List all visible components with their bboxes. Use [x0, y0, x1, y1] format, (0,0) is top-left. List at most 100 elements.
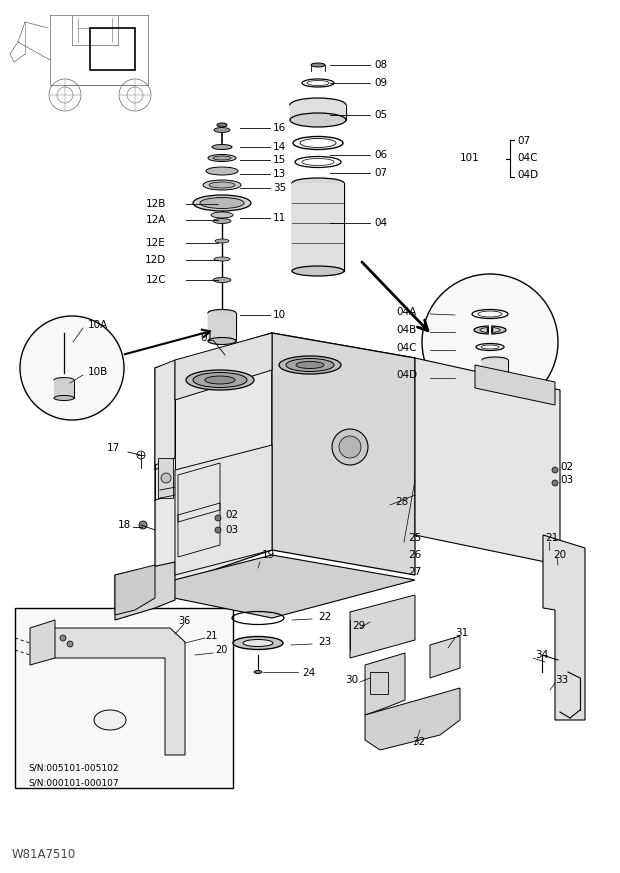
Polygon shape [350, 595, 415, 658]
Bar [292, 183, 344, 271]
Polygon shape [155, 333, 415, 393]
Text: 04C: 04C [517, 153, 538, 163]
Circle shape [552, 467, 558, 473]
Polygon shape [475, 365, 555, 405]
Circle shape [552, 480, 558, 486]
Ellipse shape [311, 63, 325, 67]
Ellipse shape [482, 402, 508, 408]
Ellipse shape [208, 310, 236, 317]
Text: 21: 21 [205, 631, 218, 641]
Text: 21: 21 [545, 533, 558, 543]
Text: W81A7510: W81A7510 [12, 849, 76, 862]
Ellipse shape [290, 113, 346, 127]
Text: 27: 27 [408, 567, 421, 577]
Text: 28: 28 [395, 497, 408, 507]
Text: 10B: 10B [88, 367, 108, 377]
Text: 20: 20 [215, 645, 228, 655]
Polygon shape [430, 636, 460, 678]
Ellipse shape [205, 376, 235, 384]
Ellipse shape [290, 98, 346, 112]
Text: 31: 31 [455, 628, 468, 638]
Text: 36: 36 [178, 616, 190, 626]
Text: 12D: 12D [144, 255, 166, 265]
Text: 09: 09 [374, 78, 387, 88]
Text: 12B: 12B [146, 199, 166, 209]
Ellipse shape [286, 359, 334, 372]
Text: 01: 01 [200, 333, 213, 343]
Ellipse shape [292, 266, 344, 276]
Text: 30: 30 [345, 675, 358, 685]
Ellipse shape [54, 395, 74, 401]
Ellipse shape [200, 197, 244, 209]
Text: 04C: 04C [396, 343, 417, 353]
Bar [370, 672, 388, 694]
Text: 02: 02 [560, 462, 573, 472]
Text: 07: 07 [517, 136, 530, 146]
Bar [482, 360, 508, 405]
Text: 33: 33 [555, 675, 569, 685]
Circle shape [339, 436, 361, 458]
Circle shape [215, 515, 221, 521]
Text: 15: 15 [273, 155, 286, 165]
Ellipse shape [213, 278, 231, 283]
Text: 24: 24 [302, 668, 315, 678]
Ellipse shape [292, 178, 344, 188]
Circle shape [60, 635, 66, 641]
Circle shape [215, 527, 221, 533]
Polygon shape [115, 562, 175, 620]
Polygon shape [155, 333, 272, 590]
Ellipse shape [482, 357, 508, 363]
Ellipse shape [206, 167, 238, 175]
Ellipse shape [213, 156, 231, 160]
Text: 12C: 12C [145, 275, 166, 285]
Text: 03: 03 [225, 525, 238, 535]
Text: 05: 05 [374, 110, 387, 120]
Polygon shape [155, 360, 175, 470]
Text: S/N:005101-005102: S/N:005101-005102 [28, 764, 118, 773]
Text: 07: 07 [374, 168, 387, 178]
Text: 35: 35 [273, 183, 286, 193]
Ellipse shape [217, 123, 227, 127]
Text: 29: 29 [352, 621, 365, 631]
Text: 20: 20 [553, 550, 566, 560]
Text: 04D: 04D [517, 170, 538, 180]
Ellipse shape [193, 195, 251, 211]
Bar [54, 380, 74, 398]
Ellipse shape [213, 218, 231, 223]
Ellipse shape [480, 327, 500, 333]
Circle shape [67, 641, 73, 647]
Text: 04: 04 [374, 218, 387, 228]
Ellipse shape [186, 370, 254, 390]
Bar [90, 28, 135, 70]
Polygon shape [415, 358, 560, 565]
Polygon shape [135, 555, 415, 618]
Circle shape [422, 274, 558, 410]
Polygon shape [365, 688, 460, 750]
Ellipse shape [233, 636, 283, 650]
Ellipse shape [203, 180, 241, 190]
Text: 02: 02 [225, 510, 238, 520]
Text: 04D: 04D [396, 370, 417, 380]
Text: 17: 17 [107, 443, 120, 453]
Text: 19: 19 [262, 550, 275, 560]
Text: 23: 23 [318, 637, 331, 647]
Ellipse shape [214, 127, 230, 133]
Text: 22: 22 [318, 612, 331, 622]
Polygon shape [175, 333, 272, 400]
Polygon shape [115, 565, 155, 615]
Ellipse shape [212, 145, 232, 149]
Ellipse shape [211, 212, 233, 218]
Text: 11: 11 [273, 213, 286, 223]
Text: 13: 13 [273, 169, 286, 179]
Polygon shape [175, 445, 272, 575]
Text: 12E: 12E [146, 238, 166, 248]
Text: 10: 10 [273, 310, 286, 320]
Text: 04B: 04B [396, 325, 416, 335]
Text: 06: 06 [374, 150, 387, 160]
Circle shape [332, 429, 368, 465]
Polygon shape [272, 333, 415, 575]
Bar [208, 313, 236, 341]
Text: 12A: 12A [146, 215, 166, 225]
Circle shape [20, 316, 124, 420]
Ellipse shape [94, 710, 126, 730]
